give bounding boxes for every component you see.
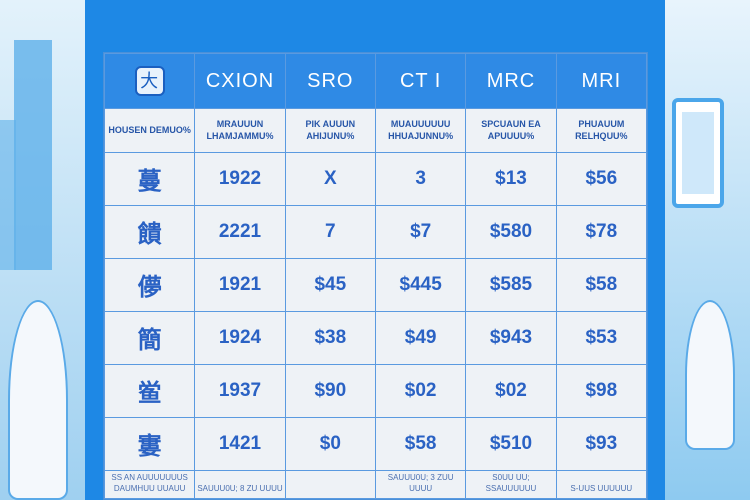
column-header: CXION (194, 52, 286, 110)
footer-cell: SAUUU0U; 8 ZU UUUU (194, 469, 286, 500)
subheader-cell: MUAUUUUUU HHUAJUNNU% (374, 108, 467, 153)
column-header: SRO (284, 52, 376, 110)
table-row: 饋 2221 7 $7 $580 $78 (103, 204, 648, 259)
column-header: MRC (465, 52, 557, 110)
footer-cell: S-UUS UUUUUU (555, 469, 648, 500)
monitor-icon (672, 98, 724, 208)
table-cell: 蔓 (103, 151, 196, 206)
subheader-cell: PIK AUUUN AHIJUNU% (284, 108, 376, 153)
table-cell: 2221 (194, 204, 286, 259)
subheader-cell: HOUSEN DEMUO% (103, 108, 196, 153)
column-header: MRI (555, 52, 648, 110)
left-background-illustration (0, 0, 85, 500)
table-cell: $02 (465, 363, 557, 418)
table-cell: $02 (374, 363, 467, 418)
logo-icon: 大 (134, 66, 165, 97)
table-cell: $445 (374, 257, 467, 312)
table-row: 蔓 1922 X 3 $13 $56 (103, 151, 648, 206)
table-cell: $943 (465, 310, 557, 365)
table-cell: 饋 (103, 204, 196, 259)
table-cell: 鲎 (103, 363, 196, 418)
table-cell: $580 (465, 204, 557, 259)
table-cell: $0 (284, 416, 376, 471)
table-cell: $510 (465, 416, 557, 471)
subheader-cell: SPCUAUN EA APUUUU% (465, 108, 557, 153)
table-cell: $98 (555, 363, 648, 418)
table-cell: $45 (284, 257, 376, 312)
table-cell: 寠 (103, 416, 196, 471)
right-background-illustration (665, 0, 750, 500)
table-cell: 3 (374, 151, 467, 206)
table-cell: 1921 (194, 257, 286, 312)
table-cell: $38 (284, 310, 376, 365)
table-cell: $7 (374, 204, 467, 259)
table-cell: $585 (465, 257, 557, 312)
table-cell: $58 (374, 416, 467, 471)
header-logo-cell: 大 (103, 52, 196, 110)
table-cell: $93 (555, 416, 648, 471)
table-row: 鲎 1937 $90 $02 $02 $98 (103, 363, 648, 418)
table-cell: $49 (374, 310, 467, 365)
table-cell: 1924 (194, 310, 286, 365)
table-cell: $56 (555, 151, 648, 206)
footer-cell: SS AN AUUUUUUUS DAUMHUU UUAUU (103, 469, 196, 500)
subheader-cell: PHUAUUM RELHQUU% (555, 108, 648, 153)
table-row: 寠 1421 $0 $58 $510 $93 (103, 416, 648, 471)
table-cell: 7 (284, 204, 376, 259)
table-cell: 儚 (103, 257, 196, 312)
footer-cell: S0UU UU; SSAUUUUUU (465, 469, 557, 500)
table-cell: 1922 (194, 151, 286, 206)
comparison-table: 大 CXION SRO CT I MRC MRI HOUSEN DEMUO% M… (103, 52, 648, 500)
subheader-cell: MRAUUUN LHAMJAMMU% (194, 108, 286, 153)
table-cell: $78 (555, 204, 648, 259)
table-cell: X (284, 151, 376, 206)
table-row: 簡 1924 $38 $49 $943 $53 (103, 310, 648, 365)
column-header: CT I (374, 52, 467, 110)
table-cell: 1421 (194, 416, 286, 471)
footer-cell (284, 469, 376, 500)
table-row: 儚 1921 $45 $445 $585 $58 (103, 257, 648, 312)
table-cell: 簡 (103, 310, 196, 365)
table-cell: $53 (555, 310, 648, 365)
footer-cell: SAUUU0U; 3 ZUU UUUU (374, 469, 467, 500)
table-cell: $13 (465, 151, 557, 206)
table-cell: $58 (555, 257, 648, 312)
table-cell: 1937 (194, 363, 286, 418)
table-cell: $90 (284, 363, 376, 418)
